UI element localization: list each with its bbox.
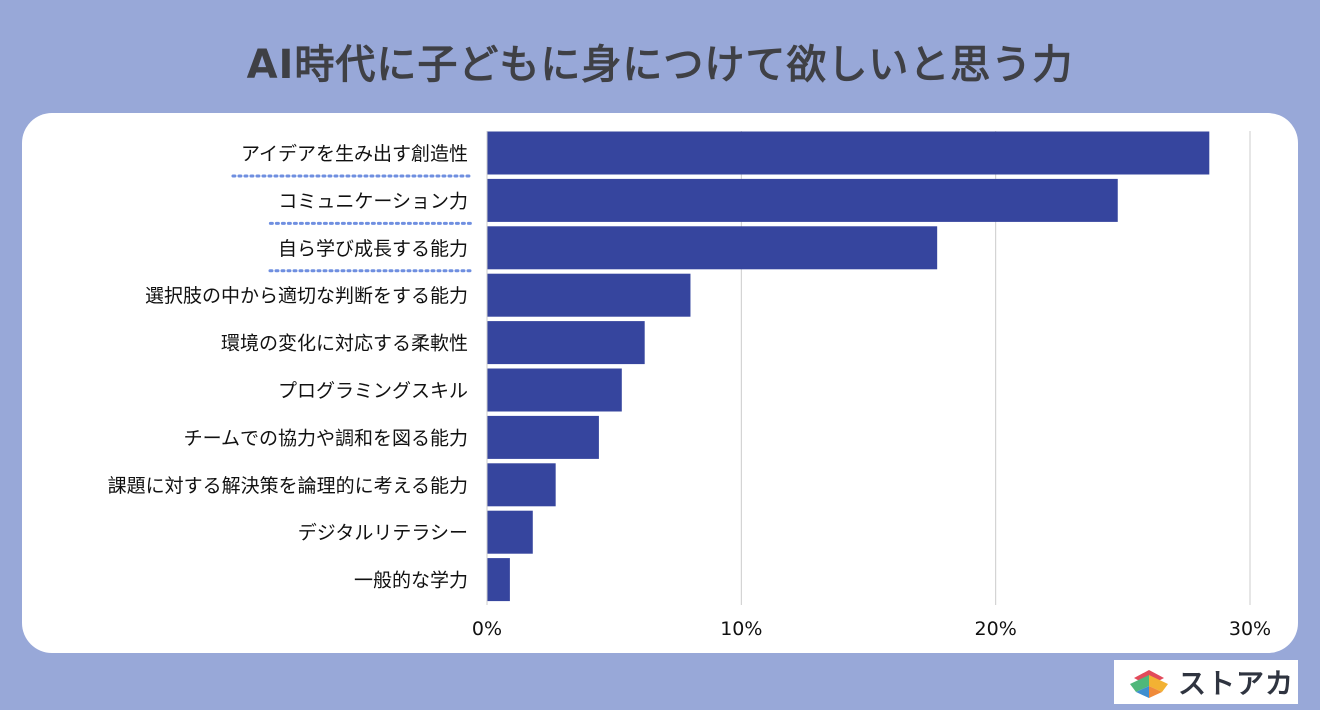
category-label: プログラミングスキル (278, 380, 468, 402)
category-label: 選択肢の中から適切な判断をする能力 (145, 285, 468, 307)
category-label: 環境の変化に対応する柔軟性 (221, 333, 468, 355)
chart-card: 0% 10% 20% 30% アイデアを生み出す創造性コミュニケーション力 自ら学び成長す… (22, 113, 1298, 653)
category-label: 一般的な学力 (354, 570, 468, 592)
bar (487, 226, 938, 270)
logo-text: ストアカ (1178, 667, 1295, 700)
bar (487, 463, 556, 507)
bar (487, 510, 533, 554)
category-label: 自ら学び成長する能力 (278, 238, 468, 260)
bar (487, 321, 645, 365)
category-label: チームでの協力や調和を図る能力 (184, 427, 468, 449)
category-label: コミュニケーション力 (278, 190, 468, 212)
x-tick-label: 10% (720, 618, 762, 640)
bar (487, 273, 691, 317)
bar (487, 131, 1210, 175)
bar-chart: 0% 10% 20% 30% アイデアを生み出す創造性コミュニケーション力自ら学び成長す… (108, 131, 1271, 640)
x-tick-label: 20% (975, 618, 1017, 640)
category-label: デジタルリテラシー (298, 522, 468, 544)
bar (487, 178, 1118, 222)
bar (487, 558, 510, 602)
bar (487, 415, 599, 459)
category-label: アイデアを生み出す創造性 (241, 143, 468, 165)
category-label: 課題に対する解決策を論理的に考える能力 (108, 475, 468, 497)
storeaca-logo: ストアカ (1114, 660, 1298, 704)
page-title: AI時代に子どもに身につけて欲しいと思う力 (246, 42, 1074, 88)
logo-mark-icon (1130, 670, 1168, 698)
bar (487, 368, 622, 412)
x-tick-label: 0% (472, 618, 502, 640)
x-tick-label: 30% (1229, 618, 1271, 640)
